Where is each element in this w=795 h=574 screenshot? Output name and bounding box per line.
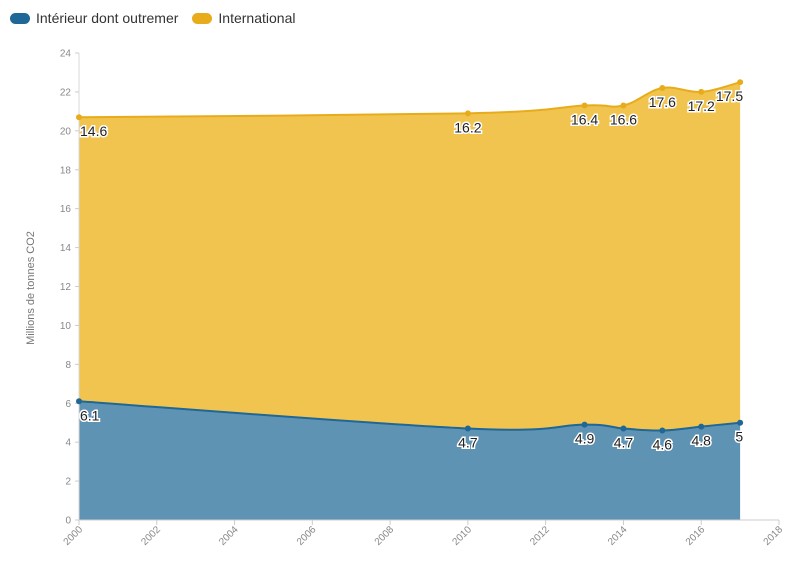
- y-tick-label: 16: [60, 204, 72, 215]
- data-point-international: [659, 85, 666, 92]
- legend-item-interieur[interactable]: Intérieur dont outremer: [10, 10, 178, 26]
- y-tick-label: 4: [65, 438, 71, 449]
- y-tick-label: 14: [60, 243, 72, 254]
- series-line-international: [78, 81, 741, 119]
- y-tick-label: 6: [65, 399, 71, 410]
- x-tick-label: 2018: [762, 524, 786, 548]
- areas-layer: [79, 82, 741, 520]
- y-tick-label: 10: [60, 321, 72, 332]
- data-label-international: 16.6: [610, 112, 637, 128]
- data-label-international: 16.4: [571, 112, 598, 128]
- data-point-international: [620, 102, 627, 109]
- legend-label-international: International: [218, 10, 296, 26]
- y-tick-label: 12: [60, 282, 72, 293]
- legend-swatch-interieur: [10, 12, 30, 24]
- data-label-interieur: 6.1: [80, 407, 100, 423]
- data-point-interieur: [76, 398, 82, 405]
- data-point-interieur: [698, 423, 705, 430]
- area-international: [79, 82, 741, 431]
- y-tick-label: 8: [65, 360, 71, 371]
- x-tick-label: 2014: [606, 524, 630, 548]
- x-tick-label: 2012: [528, 524, 552, 548]
- x-tick-label: 2006: [295, 524, 319, 548]
- data-point-interieur: [659, 427, 666, 434]
- data-label-interieur: 4.6: [653, 436, 673, 452]
- y-tick-label: 2: [65, 477, 71, 488]
- x-tick-label: 2008: [373, 524, 397, 548]
- data-label-international: 17.2: [688, 98, 715, 114]
- x-tick-label: 2010: [450, 524, 474, 548]
- points-layer: [76, 79, 744, 434]
- data-label-international: 17.5: [716, 88, 743, 104]
- data-point-international: [698, 88, 705, 95]
- y-tick-label: 24: [60, 49, 72, 60]
- legend-item-international[interactable]: International: [192, 10, 295, 26]
- x-tick-label: 2004: [217, 524, 241, 548]
- series-line-interieur: [78, 400, 741, 432]
- area-interieur: [79, 401, 741, 520]
- x-tick-label: 2000: [62, 524, 86, 548]
- data-point-interieur: [620, 425, 627, 432]
- legend-label-interieur: Intérieur dont outremer: [36, 10, 179, 26]
- data-point-interieur: [581, 421, 588, 428]
- data-label-international: 16.2: [454, 119, 481, 135]
- lines-layer: [78, 81, 741, 432]
- data-label-interieur: 4.7: [458, 435, 478, 451]
- legend-swatch-international: [192, 12, 213, 24]
- data-label-interieur: 4.8: [691, 433, 711, 449]
- data-point-international: [464, 110, 471, 117]
- data-label-interieur: 5: [735, 429, 743, 445]
- y-tick-label: 0: [65, 516, 71, 527]
- legend: Intérieur dont outremer International: [10, 10, 295, 26]
- x-tick-label: 2016: [684, 524, 708, 548]
- data-point-international: [737, 79, 744, 86]
- data-label-international: 17.6: [649, 94, 676, 110]
- data-label-international: 14.6: [80, 123, 107, 139]
- data-point-international: [581, 102, 588, 109]
- data-label-interieur: 4.7: [614, 435, 634, 451]
- y-tick-label: 20: [60, 126, 72, 137]
- data-point-interieur: [464, 425, 471, 432]
- y-tick-label: 18: [60, 165, 72, 176]
- data-labels-layer: 14.6 16.2 16.4 16.6 17.6 17.217.5 6.1 4.7 4.9 4.7…: [79, 87, 745, 454]
- y-tick-label: 22: [60, 87, 72, 98]
- data-label-interieur: 4.9: [575, 431, 595, 447]
- x-tick-label: 2002: [139, 524, 163, 548]
- data-point-interieur: [737, 419, 744, 426]
- data-point-international: [76, 114, 82, 121]
- y-axis-label: Millions de tonnes CO2: [25, 231, 37, 345]
